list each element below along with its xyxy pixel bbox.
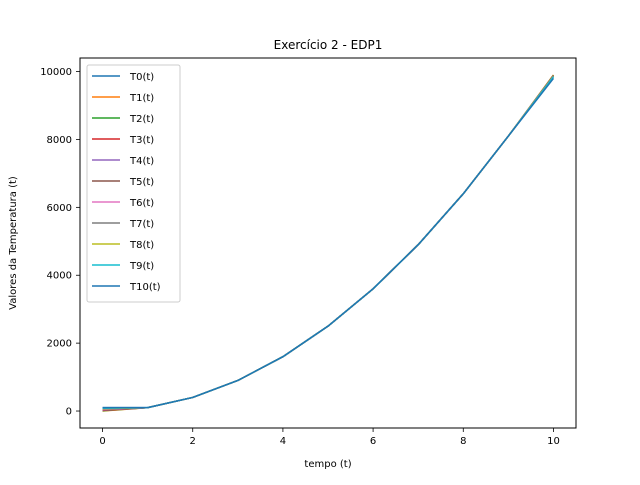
y-axis-ticks: 0 2000 4000 6000 8000 10000 [40,67,80,418]
legend-label-2: T2(t) [129,114,154,125]
x-tick-label: 8 [460,436,466,447]
chart-title: Exercício 2 - EDP1 [274,38,383,52]
plot-frame [79,57,577,429]
legend-label-10: T10(t) [129,282,161,293]
legend-label-1: T1(t) [129,93,154,104]
series-layer [102,74,555,412]
legend-box [86,64,181,303]
y-tick-label: 6000 [47,203,72,214]
x-tick-label: 6 [370,436,376,447]
y-tick-label: 10000 [40,67,72,78]
x-tick-label: 0 [99,436,105,447]
y-axis-label: Valores da Temperatura (t) [8,176,19,310]
legend-label-4: T4(t) [129,156,154,167]
legend-label-7: T7(t) [129,219,154,230]
series-line-10 [102,77,555,409]
y-tick-label: 0 [66,407,72,418]
y-tick-label: 8000 [47,135,72,146]
y-tick-label: 4000 [47,271,72,282]
legend-label-5: T5(t) [129,177,154,188]
x-axis-label: tempo (t) [304,459,351,470]
legend-label-6: T6(t) [129,198,154,209]
x-tick-label: 4 [280,436,286,447]
x-axis-ticks: 0 2 4 6 8 10 [99,428,560,447]
legend-label-3: T3(t) [129,135,154,146]
legend-label-8: T8(t) [129,240,154,251]
x-tick-label: 2 [190,436,196,447]
legend: T0(t) T1(t) T2(t) T3(t) T4(t) T5(t) T6(t) T7(t)… [86,64,181,303]
y-tick-label: 2000 [47,339,72,350]
legend-label-0: T0(t) [129,72,154,83]
legend-label-9: T9(t) [129,261,154,272]
x-tick-label: 10 [547,436,560,447]
